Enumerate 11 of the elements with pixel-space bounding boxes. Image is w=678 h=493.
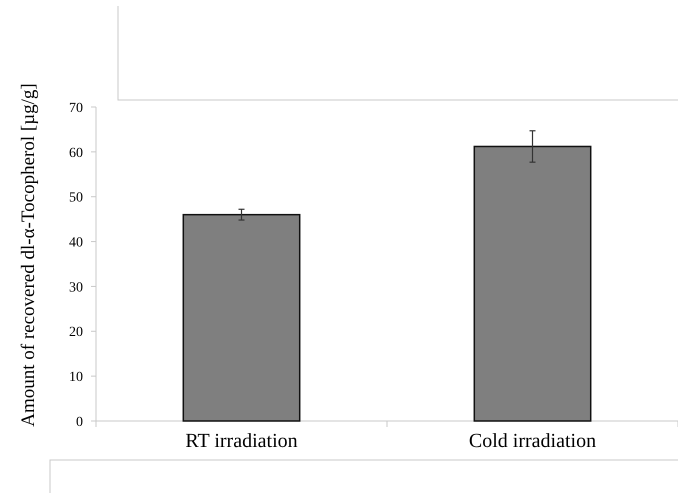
x-tick-label: RT irradiation [185,430,298,452]
y-tick-label: 60 [69,146,83,161]
y-tick-label: 40 [69,235,83,250]
y-tick-label: 0 [76,414,83,430]
y-tick-label: 50 [69,190,83,206]
y-tick-label: 20 [69,325,83,340]
x-tick-label: Cold irradiation [468,430,596,452]
y-tick-label: 30 [69,280,83,296]
y-tick-label: 70 [69,100,83,116]
y-tick-label: 10 [69,370,83,386]
y-axis-title: Amount of recovered dl-α-Tocopherol [µg/g] [18,83,39,427]
